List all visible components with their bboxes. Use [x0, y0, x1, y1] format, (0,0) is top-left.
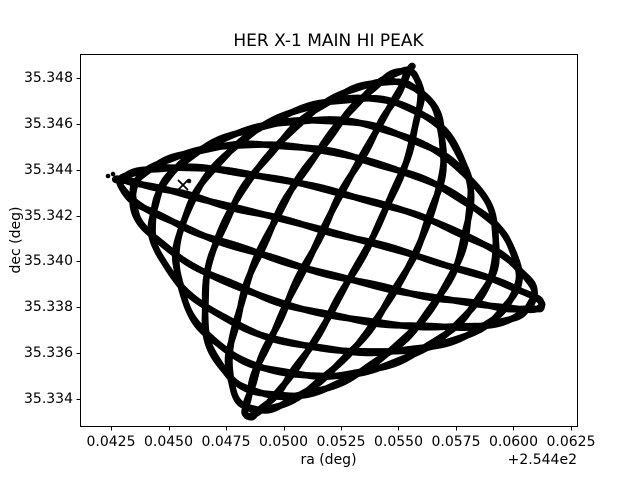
- y-tick-label: 35.344: [24, 161, 73, 178]
- y-tick-label: 35.334: [24, 391, 73, 407]
- x-tick-label: 0.0450: [144, 434, 193, 450]
- y-tick-label: 35.348: [24, 70, 73, 86]
- x-tick-label: 0.0475: [201, 434, 251, 450]
- x-axis-label: ra (deg): [300, 452, 357, 468]
- x-tick-label: 0.0550: [373, 434, 423, 450]
- x-tick-label: 0.0425: [86, 434, 136, 450]
- x-tick-label: 0.0525: [316, 434, 366, 450]
- y-tick-label: 35.338: [24, 299, 73, 316]
- y-tick-label: 35.346: [24, 115, 73, 132]
- chart-title: HER X-1 MAIN HI PEAK: [233, 31, 424, 51]
- y-axis-label: dec (deg): [8, 206, 24, 274]
- x-tick-label: 0.0625: [546, 434, 596, 450]
- x-tick-label: 0.0600: [488, 434, 538, 450]
- y-tick-label: 35.342: [24, 207, 73, 224]
- x-tick-label: 0.0575: [431, 434, 481, 450]
- x-tick-label: 0.0500: [259, 434, 308, 450]
- y-tick-label: 35.340: [24, 253, 73, 270]
- x-axis-offset-text: +2.544e2: [507, 452, 577, 468]
- y-tick-label: 35.336: [24, 345, 73, 362]
